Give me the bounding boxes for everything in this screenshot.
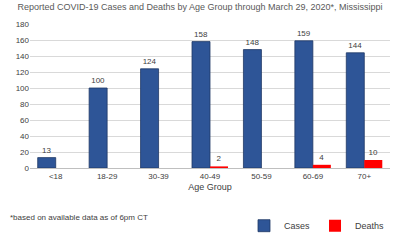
svg-text:*based on available data as of: *based on available data as of 6pm CT xyxy=(10,213,148,222)
svg-text:140: 140 xyxy=(16,52,30,61)
svg-text:158: 158 xyxy=(194,30,208,39)
svg-text:60: 60 xyxy=(20,116,29,125)
svg-text:40: 40 xyxy=(20,132,29,141)
svg-text:30-39: 30-39 xyxy=(148,172,169,181)
svg-text:40-49: 40-49 xyxy=(200,172,221,181)
svg-text:100: 100 xyxy=(91,76,105,85)
svg-text:50-59: 50-59 xyxy=(251,172,272,181)
svg-text:0: 0 xyxy=(25,164,30,173)
svg-text:2: 2 xyxy=(217,154,222,163)
svg-text:60-69: 60-69 xyxy=(303,172,324,181)
svg-text:160: 160 xyxy=(16,36,30,45)
svg-text:Cases: Cases xyxy=(284,221,310,231)
svg-text:Age Group: Age Group xyxy=(188,182,232,192)
svg-text:70+: 70+ xyxy=(358,172,372,181)
svg-text:180: 180 xyxy=(16,20,30,29)
svg-text:<18: <18 xyxy=(49,172,63,181)
svg-text:100: 100 xyxy=(16,84,30,93)
svg-text:Reported COVID-19 Cases and De: Reported COVID-19 Cases and Deaths by Ag… xyxy=(17,2,382,12)
svg-text:4: 4 xyxy=(319,153,324,162)
svg-text:144: 144 xyxy=(348,41,362,50)
svg-text:20: 20 xyxy=(20,148,29,157)
svg-text:80: 80 xyxy=(20,100,29,109)
svg-text:10: 10 xyxy=(369,148,378,157)
svg-text:124: 124 xyxy=(143,57,157,66)
svg-text:159: 159 xyxy=(297,29,311,38)
svg-text:13: 13 xyxy=(42,146,51,155)
svg-text:18-29: 18-29 xyxy=(97,172,118,181)
svg-text:148: 148 xyxy=(245,38,259,47)
svg-text:120: 120 xyxy=(16,68,30,77)
svg-text:Deaths: Deaths xyxy=(355,221,384,231)
